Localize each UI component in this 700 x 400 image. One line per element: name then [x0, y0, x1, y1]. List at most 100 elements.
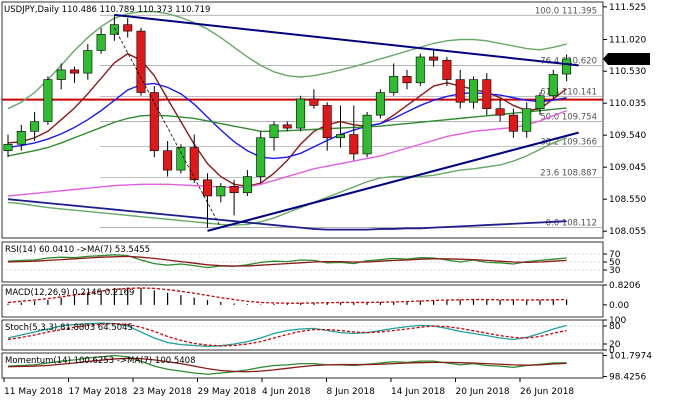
candle-body	[189, 147, 199, 181]
indicator-label: Stoch(5,3,3) 81.8803 64.5045	[5, 323, 133, 333]
price-axis: 111.525 111.020 110.530 110.035 109.540 109.0…	[603, 3, 650, 237]
moving-averages	[7, 10, 568, 231]
price-tick-label: 108.055	[609, 227, 646, 237]
candle-body	[123, 24, 133, 32]
indicator-label: MACD(12,26,9) 0.2146 0.2169	[5, 288, 134, 298]
candle	[349, 105, 359, 161]
candle	[415, 53, 425, 87]
candle-body	[43, 79, 53, 122]
candle-body	[482, 79, 492, 109]
candle	[455, 69, 465, 109]
candle	[256, 131, 266, 184]
candle-body	[109, 24, 119, 35]
price-tick-label: 111.525	[609, 3, 646, 13]
candle-body	[242, 176, 252, 194]
indicator-tick-label: 100	[609, 316, 626, 326]
timeframe-label: Daily	[38, 5, 60, 15]
candle-body	[335, 134, 345, 139]
candle-body	[296, 98, 306, 129]
candle	[296, 95, 306, 132]
fib-label: 100.0 111.395	[535, 6, 597, 16]
overlay-line	[7, 198, 567, 231]
time-tick-label: 14 Jun 2018	[391, 387, 445, 397]
pane-frame-main	[1, 1, 604, 239]
trendlines	[114, 13, 579, 232]
candle-body	[455, 79, 465, 103]
candle-body	[402, 76, 412, 84]
candle-body	[309, 98, 319, 106]
candle	[402, 69, 412, 90]
candle-body	[269, 124, 279, 139]
candle-body	[16, 131, 26, 145]
indicator-tick-label: 0	[609, 346, 615, 356]
indicator-line	[7, 322, 567, 348]
candle	[522, 102, 532, 138]
candle-body	[508, 114, 518, 132]
indicator-tick-label: 50	[609, 258, 621, 268]
indicator-tick-label: 20	[609, 340, 621, 350]
candle-body	[96, 34, 106, 51]
price-tick-label: 110.035	[609, 99, 646, 109]
candle	[136, 27, 146, 96]
trendline	[114, 13, 579, 67]
indicator-tick-label: 0.8206	[609, 281, 641, 291]
candle	[3, 134, 13, 158]
candle	[43, 76, 53, 125]
current-price-label: 110.719	[610, 55, 647, 65]
pane-frame-stoch	[1, 319, 604, 351]
indicator-tick-label: 98.4256	[609, 373, 646, 383]
candle	[482, 73, 492, 116]
candle	[83, 44, 93, 80]
price-tick-label: 109.045	[609, 163, 646, 173]
candle	[468, 76, 478, 109]
candle	[562, 54, 572, 82]
candle	[56, 63, 66, 90]
candle-body	[389, 76, 399, 93]
fib-label: 61.8 110.141	[540, 87, 597, 97]
indicator-line	[7, 254, 567, 269]
candle	[389, 63, 399, 96]
time-tick-label: 26 Jun 2018	[520, 387, 574, 397]
candle	[189, 134, 199, 184]
overlay-line	[7, 109, 567, 197]
candle-body	[229, 185, 239, 194]
candle-body	[282, 124, 292, 129]
candle-body	[322, 105, 332, 139]
candle-body	[442, 59, 452, 80]
candle	[535, 92, 545, 116]
time-axis: 11 May 2018 17 May 2018 23 May 2018 29 May …	[3, 378, 574, 397]
candle	[96, 27, 106, 54]
candle	[309, 89, 319, 109]
indicator-tick-label: 70	[609, 250, 621, 260]
candle	[149, 86, 159, 158]
time-tick-label: 11 May 2018	[4, 387, 63, 397]
candle-body	[70, 69, 80, 74]
candle	[242, 170, 252, 196]
pane-frame-momentum	[1, 352, 604, 379]
candle	[70, 66, 80, 83]
pane-frame-macd	[1, 284, 604, 318]
candle-body	[83, 50, 93, 74]
candle-body	[362, 114, 372, 155]
candle-body	[415, 56, 425, 84]
candle	[495, 98, 505, 122]
overlay-line	[7, 52, 568, 187]
overlay-line	[7, 10, 567, 110]
candlesticks[interactable]	[3, 15, 572, 228]
indicator-line	[7, 255, 567, 267]
candle	[16, 124, 26, 151]
candle-body	[176, 147, 186, 171]
candle-body	[136, 30, 146, 93]
price-tick-label: 109.540	[609, 131, 646, 141]
candle	[229, 179, 239, 216]
indicator-tick-label: 101.7974	[609, 352, 652, 362]
candle-body	[349, 134, 359, 155]
candle-body	[548, 74, 558, 97]
time-tick-label: 8 Jun 2018	[327, 387, 376, 397]
fib-label: 0.0 108.112	[546, 219, 597, 229]
candle-body	[3, 143, 13, 152]
candle-body	[375, 92, 385, 116]
